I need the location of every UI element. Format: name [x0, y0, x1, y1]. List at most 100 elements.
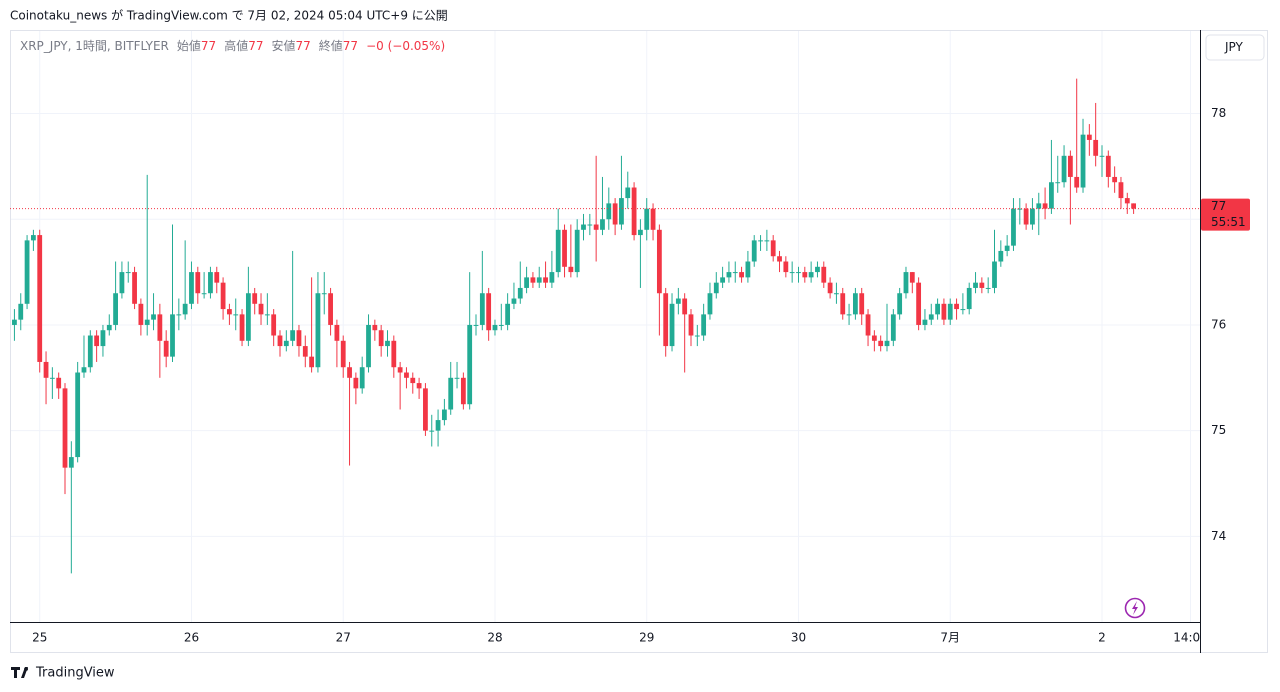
candle-body	[694, 335, 700, 337]
candle-body	[473, 324, 479, 326]
candle-body	[340, 340, 346, 368]
snapshot-icon[interactable]	[1124, 597, 1146, 619]
candle-body	[372, 324, 378, 331]
candle-body	[100, 330, 106, 347]
candle-body	[454, 377, 460, 379]
candle-body	[296, 330, 302, 347]
candle-body	[960, 309, 966, 311]
candle-body	[113, 293, 118, 325]
candle-body	[163, 340, 169, 357]
candle-body	[675, 298, 681, 304]
candle-body	[796, 272, 801, 274]
candle-body	[739, 272, 744, 278]
legend-value: 77	[343, 39, 358, 53]
y-tick-label: 74	[1211, 529, 1226, 543]
candle-body	[144, 319, 150, 325]
candle-body	[1055, 182, 1061, 184]
candle-body	[182, 303, 188, 315]
candle-body	[1105, 155, 1111, 177]
candle-body	[543, 277, 548, 283]
candle-body	[612, 203, 618, 225]
candle-body	[587, 224, 593, 226]
countdown: 55:51	[1211, 215, 1246, 229]
candle-body	[897, 293, 903, 315]
candle-body	[631, 187, 637, 236]
candle-body	[783, 261, 789, 273]
candle-body	[834, 293, 839, 295]
candle-body	[852, 293, 858, 315]
candle-body	[1023, 208, 1029, 225]
frame	[10, 30, 1268, 653]
candle-body	[764, 240, 770, 242]
candle-body	[998, 250, 1004, 262]
candle-body	[125, 272, 131, 274]
candle-body	[638, 229, 643, 236]
last-price-box	[1201, 198, 1250, 231]
candle-body	[682, 298, 688, 315]
candle-body	[745, 261, 751, 278]
candle-body	[353, 377, 359, 389]
candle-body	[441, 409, 447, 421]
x-tick-label: 26	[184, 631, 199, 645]
candle-body	[429, 430, 435, 432]
candle-body	[941, 303, 947, 320]
y-tick-label: 78	[1211, 106, 1226, 120]
candle-body	[966, 287, 972, 310]
candle-body	[650, 208, 656, 230]
candle-body	[391, 340, 397, 368]
candle-body	[606, 203, 612, 220]
candle-body	[12, 319, 17, 325]
candle-body	[751, 240, 757, 262]
candle-body	[208, 272, 213, 294]
legend-label: 安値	[271, 38, 295, 53]
candle-body	[220, 282, 226, 310]
candle-body	[75, 372, 81, 458]
x-tick-label: 30	[791, 631, 806, 645]
candle-body	[916, 282, 922, 325]
candle-body	[277, 335, 283, 347]
candle-body	[258, 303, 264, 315]
candle-body	[30, 235, 36, 241]
candle-body	[195, 272, 201, 294]
candle-body	[1074, 176, 1080, 188]
candle-body	[663, 293, 669, 347]
currency-button[interactable]	[1205, 34, 1265, 61]
candle-body	[448, 377, 454, 410]
candle-body	[562, 229, 567, 267]
candle-body	[1036, 203, 1042, 209]
candle-body	[378, 330, 384, 347]
candle-body	[1112, 176, 1118, 183]
candle-body	[1080, 134, 1086, 188]
candle-body	[720, 277, 726, 283]
candle-body	[460, 377, 466, 405]
candle-body	[252, 293, 258, 304]
candle-body	[309, 356, 315, 368]
candle-body	[1011, 208, 1016, 246]
candle-body	[846, 314, 852, 316]
candle-body	[530, 277, 536, 283]
candle-body	[37, 235, 43, 362]
candle-body	[132, 272, 137, 304]
change: −0 (−0.05%)	[366, 39, 445, 53]
candle-body	[973, 282, 978, 288]
candle-body	[264, 314, 270, 316]
candle-body	[119, 272, 125, 294]
legend-label: 高値	[224, 38, 248, 53]
candle-body	[865, 314, 871, 336]
candle-body	[43, 361, 49, 378]
candle-body	[87, 335, 93, 368]
x-tick-label: 25	[32, 631, 47, 645]
candle-body	[701, 314, 707, 336]
candle-body	[732, 272, 738, 274]
candle-body	[758, 240, 763, 242]
brand: TradingView	[35, 666, 115, 681]
candle-body	[366, 324, 371, 368]
x-tick-label: 2	[1098, 631, 1106, 645]
currency[interactable]: JPY	[1224, 40, 1244, 54]
candle-body	[467, 324, 473, 405]
candle-body	[416, 383, 422, 389]
candle-body	[1093, 139, 1099, 156]
candle-body	[536, 277, 542, 283]
candle-body	[1049, 182, 1054, 209]
